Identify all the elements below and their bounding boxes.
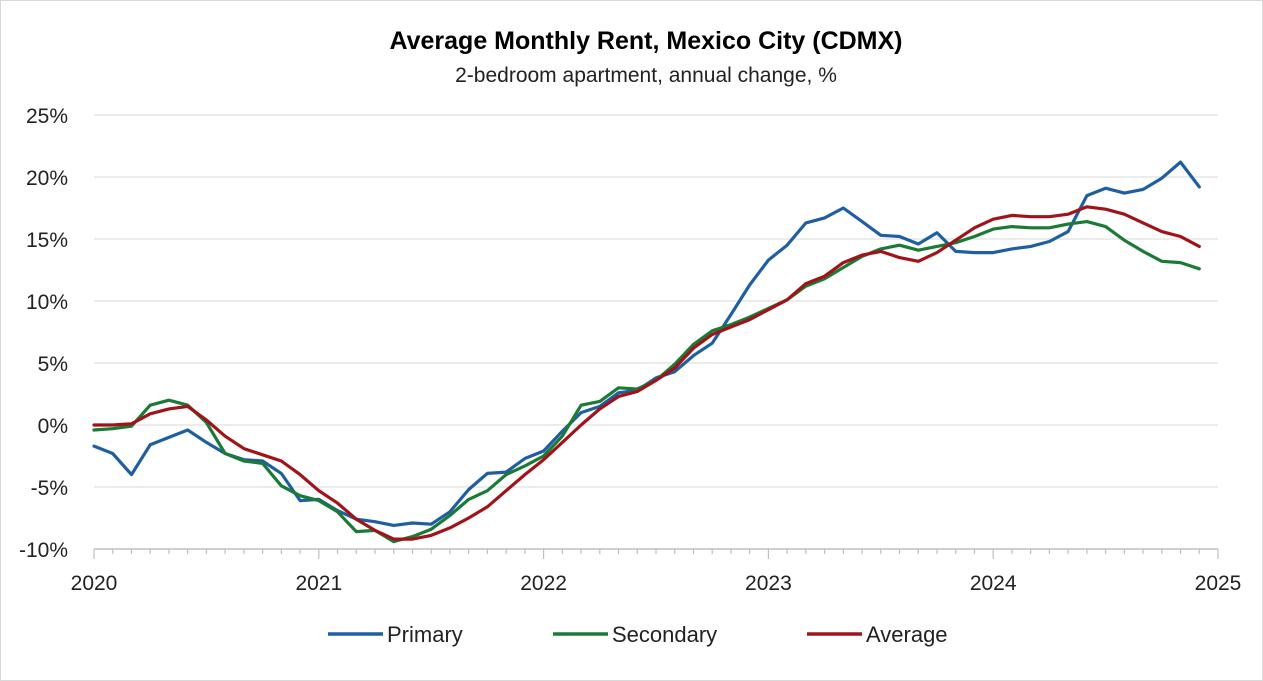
y-tick-label: 15% <box>26 229 68 252</box>
y-tick-label: -10% <box>19 539 68 562</box>
legend-label-primary: Primary <box>387 622 463 647</box>
x-tick-label: 2024 <box>970 572 1017 595</box>
chart-title: Average Monthly Rent, Mexico City (CDMX) <box>389 27 902 55</box>
legend: Primary Secondary Average <box>328 622 948 647</box>
x-tick-label: 2022 <box>520 572 567 595</box>
y-tick-label: 0% <box>38 415 68 438</box>
x-tick-label: 2021 <box>295 572 342 595</box>
y-tick-label: 10% <box>26 291 68 314</box>
y-tick-label: 20% <box>26 167 68 190</box>
legend-label-secondary: Secondary <box>612 622 717 647</box>
legend-label-average: Average <box>866 622 948 647</box>
gridlines <box>94 114 1218 488</box>
series-lines <box>92 160 1201 544</box>
x-tick-label: 2020 <box>71 572 118 595</box>
y-tick-label: 25% <box>26 105 68 128</box>
x-axis-ticks: 2020 2021 2022 2023 2024 2025 <box>71 548 1242 595</box>
x-tick-label: 2023 <box>745 572 792 595</box>
y-tick-label: 5% <box>38 353 68 376</box>
y-axis-ticks: 25% 20% 15% 10% 5% 0% -5% -10% <box>19 105 68 562</box>
chart-subtitle: 2-bedroom apartment, annual change, % <box>455 64 837 87</box>
x-tick-label: 2025 <box>1195 572 1242 595</box>
y-tick-label: -5% <box>31 477 68 500</box>
series-line-average <box>92 205 1201 541</box>
series-line-secondary <box>92 220 1201 544</box>
